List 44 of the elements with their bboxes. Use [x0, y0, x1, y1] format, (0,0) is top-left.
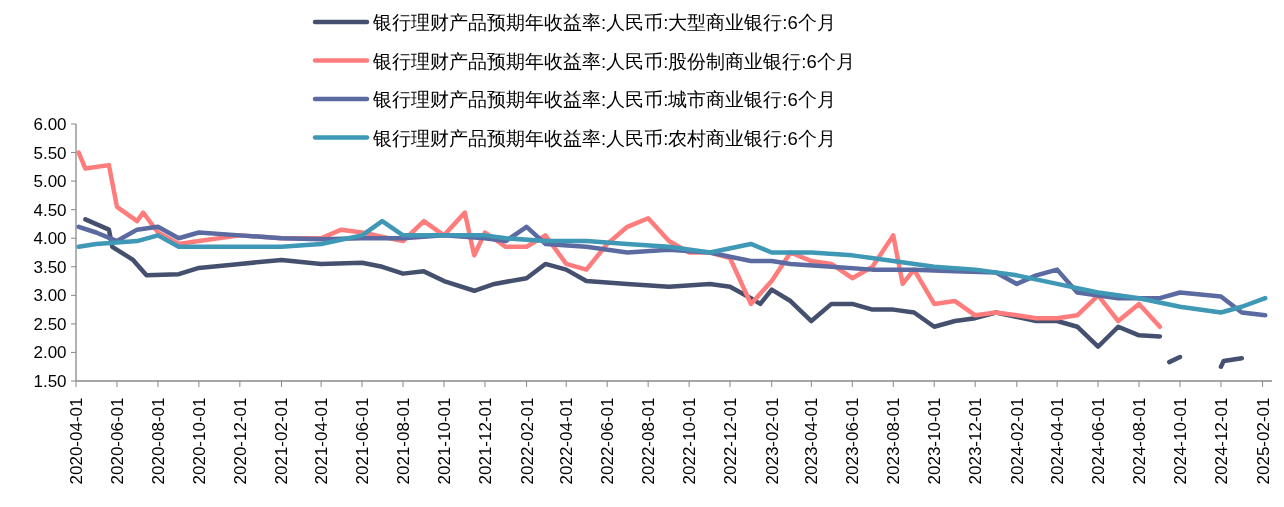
x-tick-label: 2023-04-01: [802, 397, 822, 485]
x-tick-label: 2021-04-01: [312, 397, 332, 485]
x-tick-label: 2021-10-01: [435, 397, 454, 485]
x-tick-label: 2023-06-01: [843, 397, 863, 485]
y-tick-label: 4.50: [33, 200, 67, 220]
x-tick-label: 2022-08-01: [639, 397, 659, 485]
y-tick-label: 2.00: [33, 343, 67, 363]
y-tick-label: 4.00: [33, 229, 67, 249]
y-tick-label: 6.00: [33, 115, 67, 134]
y-tick-label: 5.50: [33, 143, 67, 163]
y-tick-label: 3.00: [33, 286, 67, 306]
x-tick-label: 2021-06-01: [353, 397, 373, 485]
x-tick-label: 2022-12-01: [721, 397, 741, 485]
x-tick-label: 2020-04-01: [67, 397, 86, 485]
x-tick-label: 2022-06-01: [598, 397, 618, 485]
x-tick-label: 2022-04-01: [557, 397, 577, 485]
x-tick-label: 2023-12-01: [966, 397, 986, 485]
x-tick-label: 2024-10-01: [1171, 397, 1190, 485]
x-tick-label: 2020-08-01: [148, 397, 168, 485]
x-tick-label: 2020-06-01: [107, 397, 127, 485]
y-tick-label: 2.50: [33, 314, 67, 334]
y-tick-label: 3.50: [33, 257, 67, 277]
x-tick-label: 2022-10-01: [680, 397, 700, 485]
x-tick-label: 2025-02-01: [1253, 397, 1273, 485]
x-tick-label: 2023-10-01: [925, 397, 945, 485]
x-tick-label: 2023-02-01: [762, 397, 782, 485]
x-tick-label: 2022-02-01: [517, 397, 537, 485]
x-tick-label: 2024-06-01: [1089, 397, 1109, 485]
x-tick-label: 2024-02-01: [1007, 397, 1027, 485]
x-tick-label: 2020-12-01: [230, 397, 250, 485]
legend-label: 银行理财产品预期年收益率:人民币:城市商业银行:6个月: [372, 89, 836, 110]
legend-label: 银行理财产品预期年收益率:人民币:农村商业银行:6个月: [372, 127, 836, 149]
x-tick-label: 2021-12-01: [475, 397, 495, 485]
x-tick-label: 2021-02-01: [272, 397, 292, 485]
x-tick-label: 2024-08-01: [1130, 397, 1150, 485]
x-tick-label: 2024-04-01: [1048, 397, 1068, 485]
legend-label: 银行理财产品预期年收益率:人民币:大型商业银行:6个月: [372, 12, 836, 33]
x-tick-label: 2020-10-01: [189, 397, 209, 485]
legend-label: 银行理财产品预期年收益率:人民币:股份制商业银行:6个月: [372, 50, 855, 72]
x-tick-label: 2024-12-01: [1211, 397, 1231, 485]
y-tick-label: 5.00: [33, 172, 67, 192]
x-tick-label: 2023-08-01: [884, 397, 904, 485]
y-tick-label: 1.50: [33, 372, 67, 391]
x-tick-label: 2021-08-01: [394, 397, 414, 485]
